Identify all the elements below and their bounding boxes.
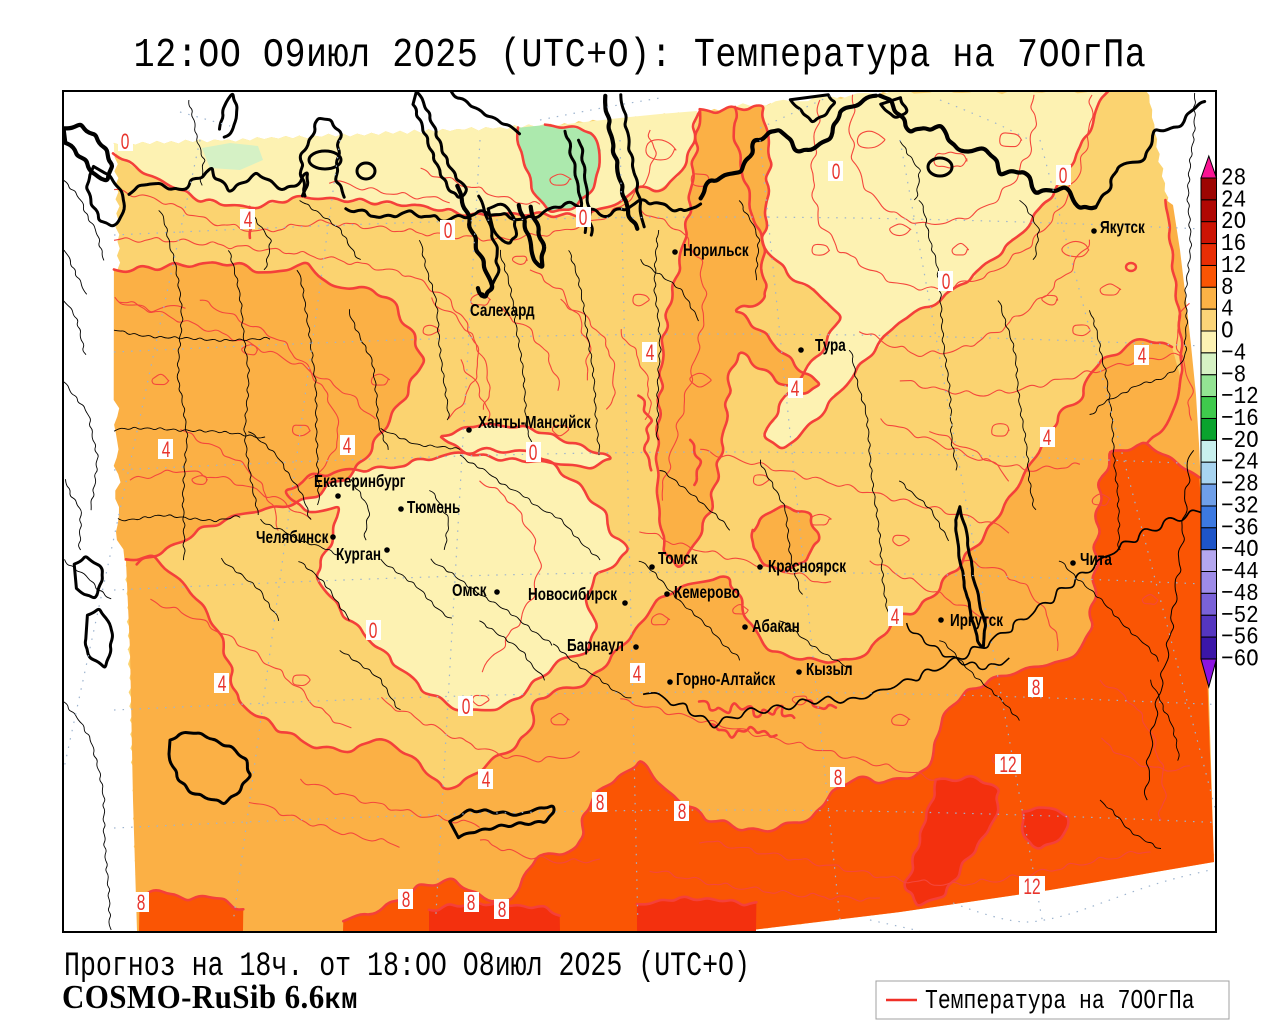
svg-text:8: 8 — [402, 888, 411, 912]
svg-text:4: 4 — [1138, 344, 1147, 368]
svg-text:Омск: Омск — [452, 581, 487, 600]
svg-text:4: 4 — [891, 605, 900, 629]
svg-text:0: 0 — [462, 695, 471, 719]
svg-text:8: 8 — [467, 891, 476, 915]
svg-text:−16: −16 — [1221, 405, 1259, 433]
svg-text:Челябинск: Челябинск — [256, 528, 329, 547]
svg-text:0: 0 — [1059, 164, 1068, 188]
svg-text:−4: −4 — [1221, 339, 1246, 367]
svg-text:Кызыл: Кызыл — [806, 660, 853, 679]
svg-text:Курган: Курган — [336, 545, 381, 564]
svg-text:8: 8 — [834, 766, 843, 790]
svg-text:Барнаул: Барнаул — [567, 636, 624, 655]
svg-text:О: О — [1221, 317, 1234, 345]
svg-text:Томск: Томск — [658, 549, 698, 568]
svg-text:Абакан: Абакан — [752, 617, 800, 636]
svg-text:0: 0 — [832, 160, 841, 184]
svg-text:−24: −24 — [1221, 448, 1259, 476]
svg-text:4: 4 — [633, 662, 642, 686]
svg-text:−44: −44 — [1221, 558, 1259, 586]
svg-text:12: 12 — [1221, 252, 1246, 280]
svg-text:4: 4 — [791, 377, 800, 401]
svg-text:−6О: −6О — [1221, 645, 1259, 673]
svg-text:−2О: −2О — [1221, 427, 1259, 455]
svg-text:−8: −8 — [1221, 361, 1246, 389]
svg-text:Тюмень: Тюмень — [407, 498, 460, 517]
svg-text:−56: −56 — [1221, 623, 1259, 651]
svg-text:4: 4 — [482, 768, 491, 792]
svg-text:Норильск: Норильск — [683, 241, 749, 260]
svg-text:8: 8 — [137, 891, 146, 915]
svg-text:28: 28 — [1221, 164, 1246, 192]
svg-text:0: 0 — [529, 441, 538, 465]
svg-text:COSMO-RuSib 6.6км: COSMO-RuSib 6.6км — [62, 979, 358, 1018]
svg-text:4: 4 — [343, 434, 352, 458]
svg-text:8: 8 — [1032, 676, 1041, 700]
svg-text:Ханты-Мансийск: Ханты-Мансийск — [478, 413, 591, 432]
svg-text:Тура: Тура — [815, 336, 846, 355]
svg-text:Горно-Алтайск: Горно-Алтайск — [676, 670, 775, 689]
svg-text:4: 4 — [1221, 295, 1234, 323]
svg-text:4: 4 — [1043, 426, 1052, 450]
svg-text:12: 12 — [999, 753, 1016, 777]
svg-text:2О: 2О — [1221, 208, 1246, 236]
svg-text:0: 0 — [369, 619, 378, 643]
svg-text:Иркутск: Иркутск — [950, 611, 1003, 630]
svg-text:4: 4 — [244, 208, 253, 232]
svg-text:Якутск: Якутск — [1100, 218, 1145, 237]
svg-text:24: 24 — [1221, 186, 1246, 214]
svg-text:Екатеринбург: Екатеринбург — [314, 472, 406, 491]
svg-text:−48: −48 — [1221, 580, 1259, 608]
svg-text:Чита: Чита — [1080, 550, 1112, 569]
svg-text:0: 0 — [444, 219, 453, 243]
svg-text:−36: −36 — [1221, 514, 1259, 542]
svg-text:16: 16 — [1221, 230, 1246, 258]
svg-text:−32: −32 — [1221, 492, 1259, 520]
svg-text:0: 0 — [121, 130, 130, 154]
svg-text:8: 8 — [678, 800, 687, 824]
svg-text:−12: −12 — [1221, 383, 1259, 411]
svg-text:Прогноз на 18ч. от 18:ОО О8июл: Прогноз на 18ч. от 18:ОО О8июл 2О25 (UTC… — [64, 947, 750, 986]
svg-text:Красноярск: Красноярск — [768, 557, 846, 576]
svg-text:Температура на 7ООгПа: Температура на 7ООгПа — [925, 987, 1195, 1017]
svg-text:8: 8 — [1221, 274, 1234, 302]
svg-text:4: 4 — [218, 672, 227, 696]
svg-text:12:ОО О9июл 2О25 (UTC+О): Темп: 12:ОО О9июл 2О25 (UTC+О): Температура на… — [134, 33, 1147, 79]
svg-text:Новосибирск: Новосибирск — [528, 585, 617, 604]
svg-text:−28: −28 — [1221, 470, 1259, 498]
svg-text:4: 4 — [162, 438, 171, 462]
svg-text:12: 12 — [1023, 875, 1040, 899]
svg-text:Салехард: Салехард — [470, 301, 535, 320]
svg-text:8: 8 — [498, 898, 507, 922]
svg-text:−4О: −4О — [1221, 536, 1259, 564]
svg-text:Кемерово: Кемерово — [674, 583, 740, 602]
svg-text:0: 0 — [579, 206, 588, 230]
svg-text:8: 8 — [596, 791, 605, 815]
svg-text:−52: −52 — [1221, 601, 1259, 629]
svg-text:4: 4 — [646, 341, 655, 365]
svg-text:0: 0 — [942, 270, 951, 294]
